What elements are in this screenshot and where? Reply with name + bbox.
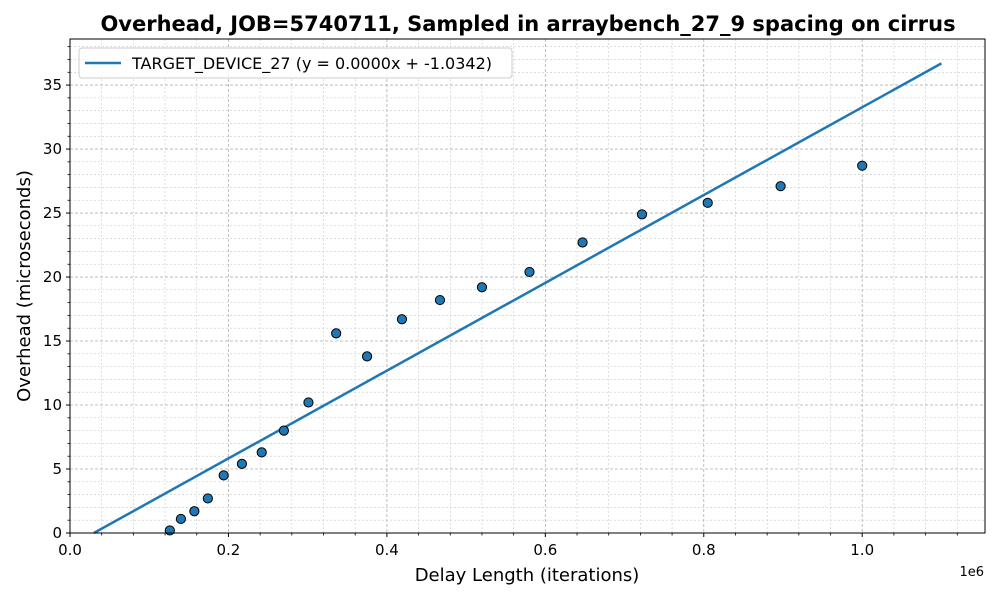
x-axis-label: Delay Length (iterations) — [415, 565, 640, 586]
data-point — [236, 458, 248, 469]
fit-line — [93, 62, 943, 535]
data-point — [775, 181, 786, 192]
x-axis-offset-label: 1e6 — [959, 565, 984, 580]
fit-line-layer — [93, 62, 943, 535]
y-tick-label: 20 — [43, 268, 62, 286]
data-point — [636, 209, 648, 220]
y-axis-label: Overhead (microseconds) — [14, 170, 35, 402]
major-grid — [69, 39, 985, 534]
data-point — [577, 237, 588, 248]
x-tick-label: 0.4 — [375, 541, 399, 559]
plot-frame — [69, 38, 986, 534]
data-point — [164, 525, 175, 536]
legend-box — [78, 47, 513, 79]
data-point — [476, 282, 488, 293]
data-points — [164, 160, 868, 536]
data-point — [434, 294, 446, 306]
legend: TARGET_DEVICE_27 (y = 0.0000x + -1.0342) — [78, 47, 513, 79]
data-point — [857, 160, 868, 171]
x-tick-label: 0.8 — [692, 541, 716, 559]
x-tick-label: 0.2 — [217, 541, 241, 559]
data-point — [331, 328, 342, 339]
axis-ticks: 0.0 0.2 0.4 0.6 0.8 1.0 0 5 10 15 20 25 30 35 — [43, 46, 958, 559]
y-tick-label: 30 — [43, 140, 62, 158]
y-tick-label: 0 — [52, 524, 62, 542]
data-point — [189, 506, 200, 517]
data-point — [202, 493, 213, 504]
data-point — [175, 513, 187, 525]
x-tick-label: 0.0 — [58, 541, 82, 559]
data-point — [361, 351, 373, 362]
chart-title: Overhead, JOB=5740711, Sampled in arrayb… — [100, 12, 955, 36]
data-point — [278, 425, 289, 436]
x-tick-label: 1.0 — [850, 541, 874, 559]
data-point — [303, 397, 314, 408]
y-tick-label: 35 — [43, 76, 62, 94]
data-point — [702, 197, 713, 208]
minor-grid — [70, 39, 985, 533]
x-tick-label: 0.6 — [533, 541, 557, 559]
y-tick-label: 25 — [43, 204, 62, 222]
legend-entry-label: TARGET_DEVICE_27 (y = 0.0000x + -1.0342) — [131, 54, 492, 74]
data-point — [256, 447, 267, 458]
y-tick-label: 15 — [43, 332, 62, 350]
y-tick-label: 10 — [43, 396, 62, 414]
data-point — [524, 266, 535, 278]
data-point — [218, 470, 229, 481]
y-tick-label: 5 — [52, 460, 62, 478]
data-point — [396, 314, 408, 325]
